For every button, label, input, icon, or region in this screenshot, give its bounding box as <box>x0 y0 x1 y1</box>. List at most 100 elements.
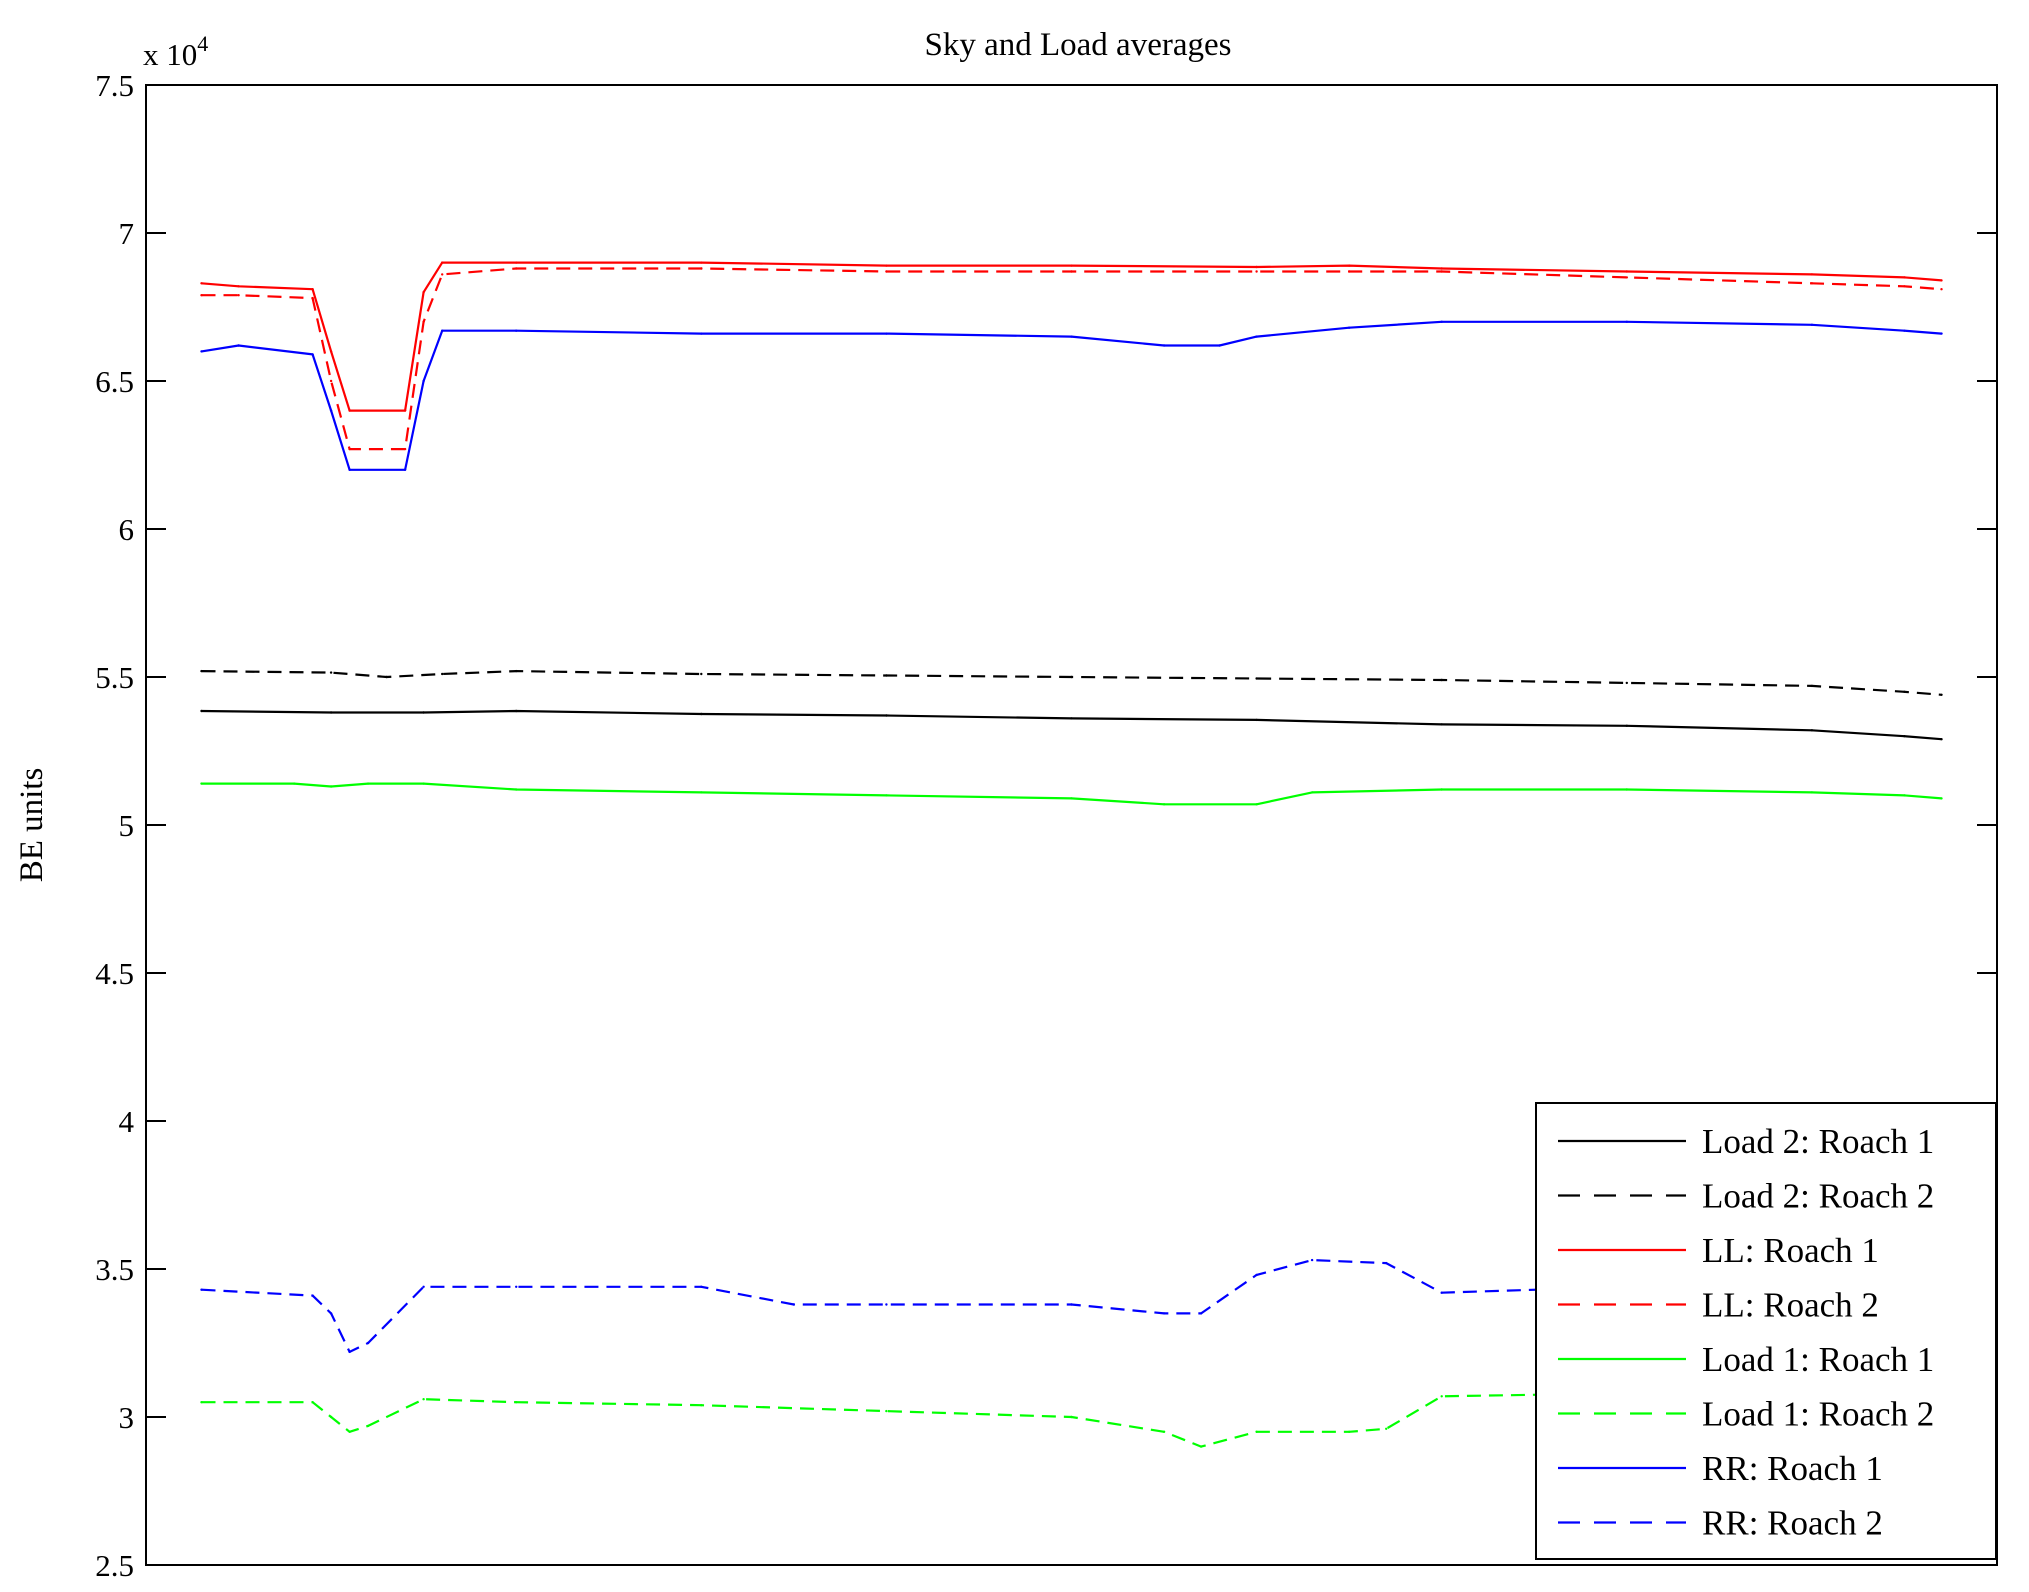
legend-label-0: Load 2: Roach 1 <box>1702 1122 1934 1161</box>
series-3-point-2 <box>311 296 314 300</box>
series-5-point-0 <box>200 1401 203 1404</box>
series-6-point-20 <box>1940 332 1943 335</box>
series-4-point-14 <box>1810 791 1814 794</box>
series-1-point-8 <box>1255 677 1258 680</box>
series-3-point-11 <box>1070 270 1073 273</box>
series-2-point-18 <box>1940 279 1943 282</box>
y-axis-multiplier-base: x 10 <box>143 37 197 72</box>
series-2-point-13 <box>1348 264 1351 267</box>
series-2-point-2 <box>311 288 314 291</box>
series-4-point-9 <box>1162 803 1166 806</box>
series-5-point-12 <box>1255 1430 1258 1434</box>
series-1-point-7 <box>1070 675 1073 679</box>
y-axis-multiplier-exponent: 4 <box>197 31 208 56</box>
y-tick-label-9: 7 <box>119 216 135 251</box>
series-3-point-8 <box>515 267 518 270</box>
series-2-point-17 <box>1903 276 1906 279</box>
series-3-point-16 <box>1810 282 1814 285</box>
y-tick-label-4: 4.5 <box>95 956 134 991</box>
series-7-point-9 <box>885 1303 888 1306</box>
series-2-point-4 <box>348 409 351 412</box>
series-4-point-11 <box>1310 791 1314 794</box>
y-tick-label-8: 6.5 <box>95 364 134 399</box>
chart-title: Sky and Load averages <box>925 27 1232 63</box>
series-3-point-13 <box>1348 270 1351 273</box>
series-4-point-15 <box>1903 794 1906 797</box>
series-line-5 <box>201 1392 1720 1448</box>
series-5-point-2 <box>329 1415 333 1419</box>
series-2-point-10 <box>885 264 888 267</box>
series-4-point-16 <box>1940 797 1943 800</box>
legend-label-1: Load 2: Roach 2 <box>1702 1177 1934 1216</box>
series-5-point-1 <box>311 1401 314 1404</box>
series-0-point-8 <box>1440 723 1443 726</box>
series-4-point-10 <box>1255 803 1258 806</box>
series-5-point-14 <box>1385 1427 1388 1431</box>
series-0-point-5 <box>885 714 888 717</box>
series-6-point-16 <box>1440 320 1443 323</box>
series-0-point-11 <box>1903 735 1906 738</box>
series-6-point-9 <box>700 332 703 335</box>
series-3-point-5 <box>403 447 407 451</box>
series-6-point-4 <box>348 468 351 471</box>
legend-label-4: Load 1: Roach 1 <box>1702 1340 1934 1379</box>
series-5-point-8 <box>885 1409 888 1413</box>
series-6-point-19 <box>1903 329 1906 332</box>
legend-label-3: LL: Roach 2 <box>1702 1286 1879 1325</box>
series-6-point-13 <box>1218 344 1221 347</box>
series-1-point-13 <box>1940 693 1943 696</box>
series-0-point-12 <box>1940 738 1943 741</box>
y-tick-label-10: 7.5 <box>95 68 134 103</box>
y-tick-label-7: 6 <box>119 512 135 547</box>
series-5-point-4 <box>366 1424 370 1428</box>
series-6-point-7 <box>441 329 444 332</box>
series-7-point-7 <box>700 1285 703 1289</box>
series-2-point-9 <box>700 261 703 264</box>
series-7-point-2 <box>329 1312 333 1315</box>
series-1-point-6 <box>885 674 888 677</box>
series-7-point-8 <box>792 1303 795 1306</box>
series-2-point-5 <box>403 409 407 412</box>
series-0-point-9 <box>1625 724 1629 727</box>
series-1-point-11 <box>1810 684 1814 688</box>
series-7-point-4 <box>366 1341 370 1345</box>
series-0-point-10 <box>1810 729 1814 732</box>
series-6-point-18 <box>1810 323 1814 326</box>
series-4-point-0 <box>200 782 203 785</box>
series-1-point-5 <box>700 672 703 676</box>
series-7-point-11 <box>1162 1312 1166 1315</box>
series-7-point-15 <box>1385 1261 1388 1265</box>
series-6-point-0 <box>200 350 203 353</box>
series-6-point-11 <box>1070 335 1073 338</box>
series-6-point-1 <box>237 344 240 347</box>
y-tick-label-0: 2.5 <box>95 1548 134 1583</box>
series-4-point-3 <box>366 782 370 785</box>
series-4-point-6 <box>700 791 703 794</box>
series-7-point-10 <box>1070 1303 1073 1306</box>
series-4-point-5 <box>515 788 518 791</box>
series-1-point-1 <box>329 671 333 674</box>
series-2-point-7 <box>441 261 444 264</box>
series-3-point-18 <box>1940 288 1943 291</box>
series-1-point-3 <box>441 672 444 676</box>
y-axis-multiplier: x 104 <box>143 31 208 72</box>
series-7-point-6 <box>515 1285 518 1289</box>
series-7-point-12 <box>1199 1312 1203 1315</box>
series-2-point-16 <box>1810 273 1814 276</box>
series-6-point-17 <box>1625 320 1629 323</box>
series-1-point-9 <box>1440 678 1443 682</box>
series-4-point-4 <box>422 782 425 785</box>
series-3-point-4 <box>348 447 351 451</box>
series-2-point-1 <box>237 285 240 288</box>
series-4-point-13 <box>1625 788 1629 791</box>
series-5-point-3 <box>348 1430 351 1434</box>
series-7-point-0 <box>200 1288 203 1291</box>
legend-label-5: Load 1: Roach 2 <box>1702 1395 1934 1434</box>
series-7-point-3 <box>348 1350 351 1354</box>
series-2-point-14 <box>1440 267 1443 270</box>
series-0-point-6 <box>1070 717 1073 720</box>
series-6-point-2 <box>311 353 314 356</box>
series-2-point-3 <box>329 350 333 353</box>
series-5-point-11 <box>1199 1445 1203 1448</box>
